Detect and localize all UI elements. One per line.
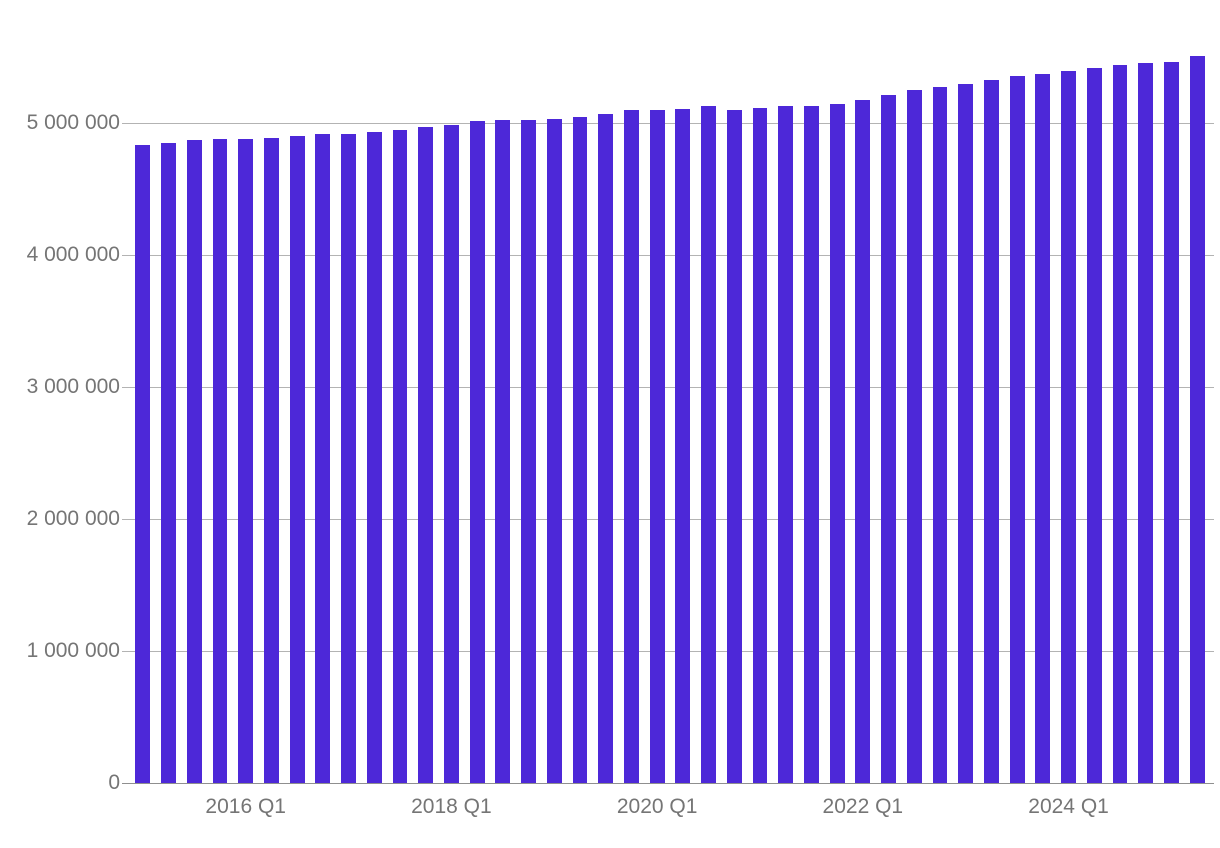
bar-2019-Q3[interactable]: [598, 113, 614, 783]
bar-2016-Q1[interactable]: [238, 138, 254, 783]
bar-2020-Q4[interactable]: [726, 109, 742, 783]
bar-2017-Q2[interactable]: [366, 132, 382, 783]
bar-2023-Q2[interactable]: [983, 79, 999, 783]
bar-2024-Q3[interactable]: [1112, 65, 1128, 783]
bar-2023-Q4[interactable]: [1035, 73, 1051, 783]
y-gridline: [122, 386, 1214, 388]
bar-2018-Q2[interactable]: [469, 121, 485, 783]
bar-2020-Q1[interactable]: [649, 109, 665, 783]
y-axis-tick-label: 4 000 000: [26, 242, 120, 266]
bar-2016-Q4[interactable]: [315, 133, 331, 783]
y-axis-tick-label: 3 000 000: [26, 374, 120, 398]
y-gridline: [122, 650, 1214, 652]
bar-2025-Q1[interactable]: [1163, 62, 1179, 783]
bar-2018-Q4[interactable]: [521, 119, 537, 783]
plot-area: [122, 15, 1214, 784]
x-axis-tick-label: 2024 Q1: [1028, 795, 1109, 818]
bar-2020-Q3[interactable]: [701, 105, 717, 783]
bar-2017-Q1[interactable]: [341, 134, 357, 783]
bar-2022-Q2[interactable]: [881, 95, 897, 783]
bar-2017-Q4[interactable]: [418, 127, 434, 783]
x-axis-tick-label: 2018 Q1: [411, 795, 492, 818]
bar-2015-Q3[interactable]: [186, 140, 202, 783]
bar-2015-Q4[interactable]: [212, 138, 228, 783]
y-gridline: [122, 254, 1214, 256]
y-axis-tick-label: 5 000 000: [26, 110, 120, 134]
y-axis-tick-label: 2 000 000: [26, 506, 120, 530]
bar-2019-Q2[interactable]: [572, 116, 588, 783]
bar-2020-Q2[interactable]: [675, 109, 691, 783]
bar-2019-Q4[interactable]: [623, 110, 639, 783]
bar-2019-Q1[interactable]: [546, 118, 562, 783]
bar-2022-Q4[interactable]: [932, 87, 948, 783]
bar-2023-Q1[interactable]: [958, 83, 974, 783]
y-axis-tick-label: 0: [108, 771, 120, 794]
bar-2022-Q1[interactable]: [855, 99, 871, 783]
x-axis-tick-label: 2020 Q1: [616, 795, 698, 818]
bar-2018-Q3[interactable]: [495, 120, 511, 783]
bar-2024-Q4[interactable]: [1138, 63, 1154, 783]
bar-2021-Q2[interactable]: [778, 105, 794, 783]
bar-2025-Q2[interactable]: [1189, 56, 1205, 783]
x-axis-tick-label: 2022 Q1: [822, 795, 904, 818]
bar-2021-Q3[interactable]: [803, 105, 819, 783]
y-gridline: [122, 518, 1214, 520]
bar-2024-Q1[interactable]: [1061, 71, 1077, 783]
bar-2015-Q1[interactable]: [135, 145, 151, 783]
bar-2017-Q3[interactable]: [392, 129, 408, 783]
y-axis-tick-label: 1 000 000: [26, 638, 120, 662]
bar-2022-Q3[interactable]: [906, 90, 922, 783]
bar-2016-Q3[interactable]: [289, 136, 305, 783]
x-axis-tick-label: 2016 Q1: [205, 795, 286, 818]
bar-2016-Q2[interactable]: [263, 137, 279, 783]
x-axis-line: [122, 783, 1214, 784]
bar-2021-Q1[interactable]: [752, 107, 768, 783]
y-gridline: [122, 122, 1214, 124]
bar-2023-Q3[interactable]: [1009, 75, 1025, 783]
bar-2018-Q1[interactable]: [443, 124, 459, 783]
bar-2015-Q2[interactable]: [161, 142, 177, 783]
bar-2021-Q4[interactable]: [829, 103, 845, 783]
bar-2024-Q2[interactable]: [1086, 68, 1102, 783]
